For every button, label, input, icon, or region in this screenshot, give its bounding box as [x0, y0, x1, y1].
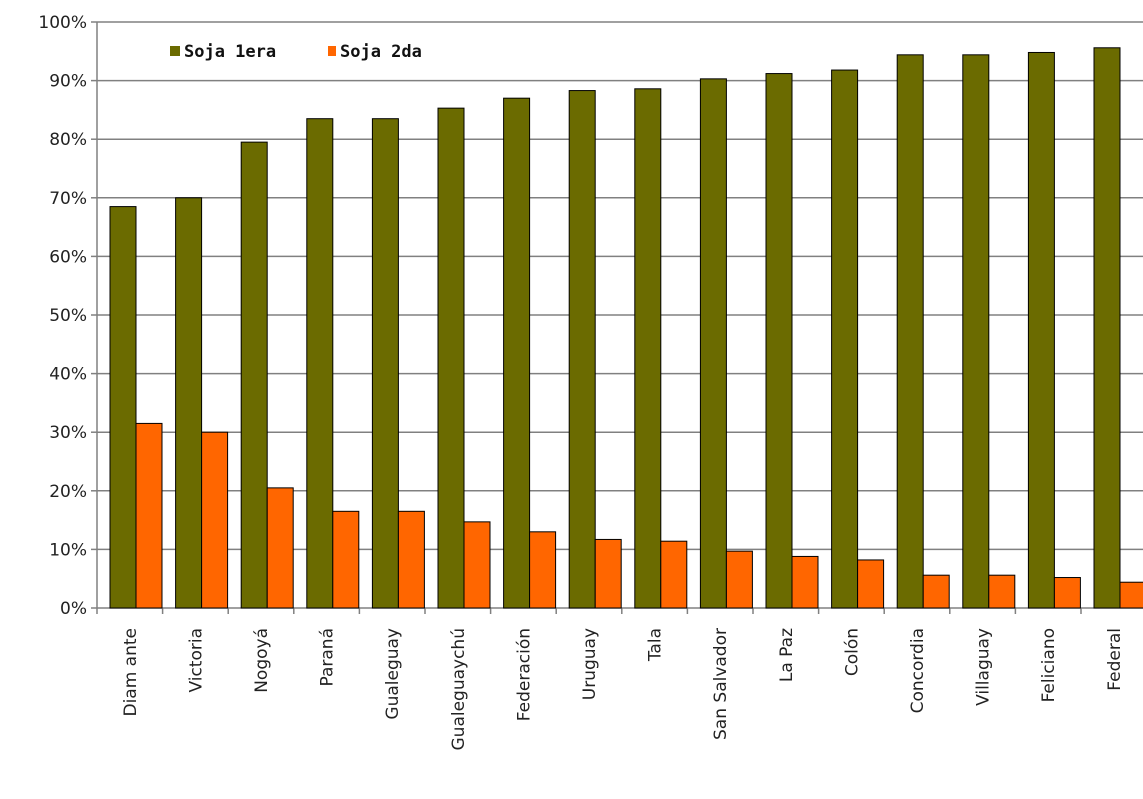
bar-soja-2da — [594, 538, 622, 609]
bars — [109, 47, 1143, 609]
bar-soja-1era — [831, 69, 859, 609]
bar-soja-1era — [1093, 47, 1121, 609]
x-category-label: Federal — [1105, 628, 1125, 691]
x-category-label: Paraná — [318, 628, 338, 687]
y-tick-label: 100% — [38, 13, 87, 33]
bar-soja-2da — [1119, 581, 1143, 609]
legend-swatch-soja-2da — [328, 46, 336, 56]
bar-soja-2da — [463, 521, 491, 609]
x-category-label: Uruguay — [580, 628, 600, 700]
bar-soja-2da — [725, 550, 753, 609]
bar-soja-2da — [857, 559, 885, 609]
bar-soja-2da — [1053, 577, 1081, 609]
legend-label-soja-2da: Soja 2da — [340, 42, 422, 62]
y-tick-label: 80% — [49, 130, 87, 150]
legend-label-soja-1era: Soja 1era — [184, 42, 276, 62]
y-tick-label: 30% — [49, 423, 87, 443]
y-tick-label: 0% — [60, 599, 87, 619]
bar-soja-1era — [306, 118, 334, 609]
axis-labels: 0% 10% 20% 30% 40% 50% 60% 70% 80% 90% 100% Diam an… — [38, 13, 1124, 751]
bar-soja-1era — [437, 107, 465, 609]
bar-soja-1era — [109, 206, 137, 609]
x-category-label: Diam ante — [121, 628, 141, 717]
bar-soja-2da — [791, 555, 819, 609]
bar-soja-2da — [332, 510, 360, 609]
legend: Soja 1era Soja 2da — [170, 42, 422, 62]
bar-soja-1era — [1027, 51, 1055, 609]
y-tick-label: 10% — [49, 540, 87, 560]
bar-soja-1era — [371, 118, 399, 609]
bar-soja-2da — [135, 422, 163, 609]
bar-soja-1era — [962, 54, 990, 609]
x-category-label: Tala — [646, 628, 666, 662]
y-tick-label: 40% — [49, 365, 87, 385]
legend-swatch-soja-1era — [170, 46, 180, 56]
x-category-label: Gualeguay — [383, 628, 403, 720]
bar-soja-2da — [922, 574, 950, 609]
bar-soja-2da — [529, 531, 557, 609]
y-tick-label: 20% — [49, 482, 87, 502]
bar-soja-1era — [765, 73, 793, 609]
x-category-label: Feliciano — [1039, 628, 1059, 702]
bar-soja-1era — [568, 90, 596, 609]
x-category-label: Concordia — [908, 628, 928, 713]
x-category-label: Gualeguaychú — [449, 628, 469, 751]
y-tick-label: 90% — [49, 72, 87, 92]
x-category-label: Nogoyá — [252, 628, 272, 693]
y-tick-label: 50% — [49, 306, 87, 326]
bar-soja-1era — [896, 54, 924, 609]
bar-soja-2da — [266, 487, 294, 609]
y-tick-label: 70% — [49, 189, 87, 209]
bar-soja-2da — [988, 574, 1016, 609]
x-category-label: Victoria — [186, 628, 206, 693]
y-tick-label: 60% — [49, 247, 87, 267]
bar-soja-1era — [175, 197, 203, 609]
x-category-label: San Salvador — [711, 628, 731, 740]
bar-soja-1era — [699, 78, 727, 609]
bar-soja-2da — [201, 431, 229, 609]
bar-soja-1era — [634, 88, 662, 609]
bar-soja-1era — [503, 97, 531, 609]
x-category-label: Federación — [514, 628, 534, 721]
x-category-label: Colón — [842, 628, 862, 676]
bar-soja-2da — [660, 540, 688, 609]
x-category-label: La Paz — [777, 628, 797, 682]
bar-soja-1era — [240, 141, 268, 609]
bar-soja-2da — [397, 510, 425, 609]
x-category-label: Villaguay — [974, 628, 994, 706]
